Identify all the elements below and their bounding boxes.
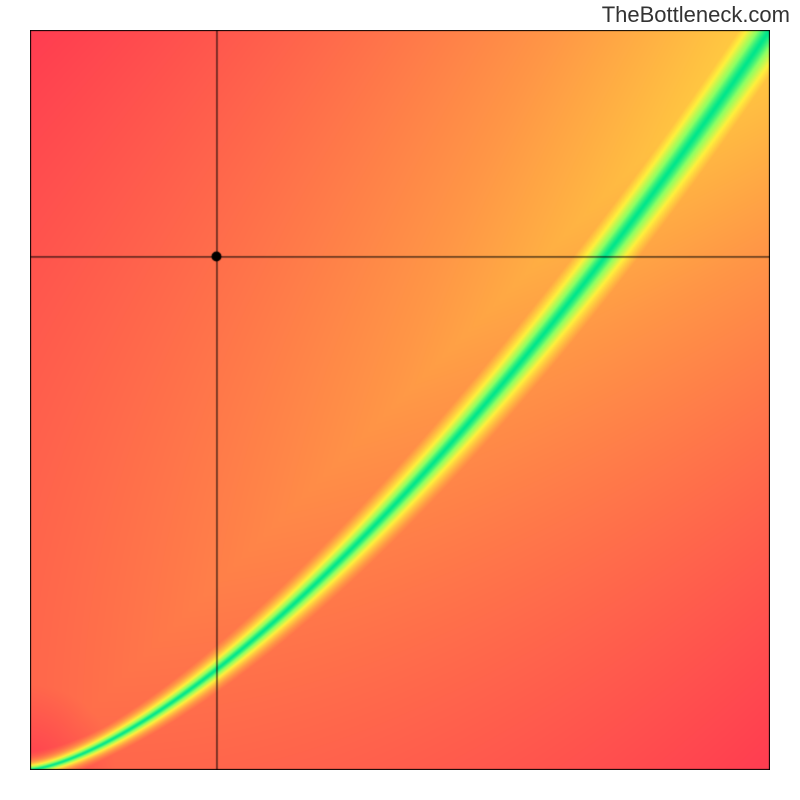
watermark-text: TheBottleneck.com <box>602 2 790 28</box>
heatmap-canvas <box>30 30 770 770</box>
chart-container: TheBottleneck.com <box>0 0 800 800</box>
